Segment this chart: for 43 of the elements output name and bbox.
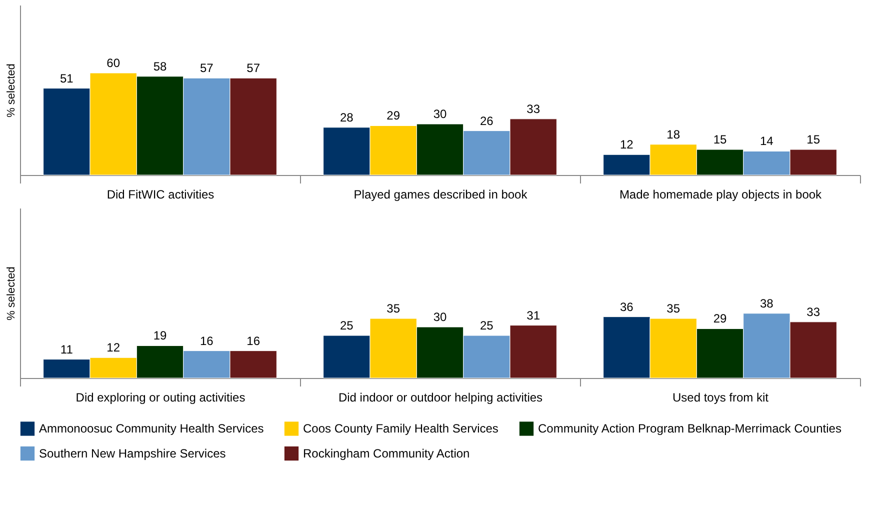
data-label: 38 bbox=[760, 296, 774, 310]
data-label: 15 bbox=[713, 132, 727, 146]
data-label: 25 bbox=[480, 318, 494, 332]
legend-label: Ammonoosuc Community Health Services bbox=[39, 422, 264, 436]
data-label: 29 bbox=[386, 108, 400, 123]
legend-label: Coos County Family Health Services bbox=[303, 422, 498, 436]
data-label: 31 bbox=[526, 308, 540, 322]
data-label: 29 bbox=[713, 312, 727, 326]
data-label: 35 bbox=[386, 302, 400, 316]
data-label: 16 bbox=[246, 334, 260, 348]
x-tick-label: Did indoor or outdoor helping activities bbox=[338, 390, 543, 404]
data-label: 16 bbox=[200, 334, 214, 348]
legend-label: Rockingham Community Action bbox=[303, 446, 470, 460]
legend-label: Southern New Hampshire Services bbox=[39, 446, 226, 460]
data-label: 57 bbox=[200, 61, 214, 76]
y-axis-title: % selected bbox=[6, 64, 18, 118]
y-axis-title: % selected bbox=[6, 266, 18, 320]
data-label: 25 bbox=[340, 318, 354, 332]
data-label: 26 bbox=[480, 114, 494, 128]
data-label: 18 bbox=[666, 127, 680, 142]
data-label: 36 bbox=[620, 300, 634, 314]
data-label: 60 bbox=[106, 56, 120, 70]
data-label: 30 bbox=[433, 107, 447, 121]
x-tick-label: Made homemade play objects in book bbox=[619, 188, 823, 202]
data-label: 33 bbox=[806, 304, 820, 319]
data-label: 11 bbox=[60, 342, 74, 356]
data-label: 57 bbox=[246, 61, 260, 76]
data-label: 12 bbox=[620, 138, 634, 152]
x-tick-label: Did exploring or outing activities bbox=[76, 390, 246, 404]
legend-label: Community Action Program Belknap-Merrimack Counties bbox=[538, 422, 842, 436]
data-label: 58 bbox=[153, 59, 167, 74]
data-label: 28 bbox=[340, 110, 354, 124]
data-label: 51 bbox=[60, 71, 74, 86]
data-label: 33 bbox=[526, 102, 540, 116]
x-tick-label: Did FitWIC activities bbox=[106, 188, 214, 202]
x-tick-label: Used toys from kit bbox=[672, 390, 770, 404]
data-label: 19 bbox=[153, 328, 167, 343]
data-label: 35 bbox=[666, 302, 680, 316]
data-label: 15 bbox=[806, 132, 820, 146]
data-label: 30 bbox=[433, 310, 447, 324]
x-tick-label: Played games described in book bbox=[354, 188, 528, 202]
data-label: 12 bbox=[106, 340, 120, 355]
data-label: 14 bbox=[760, 134, 774, 148]
